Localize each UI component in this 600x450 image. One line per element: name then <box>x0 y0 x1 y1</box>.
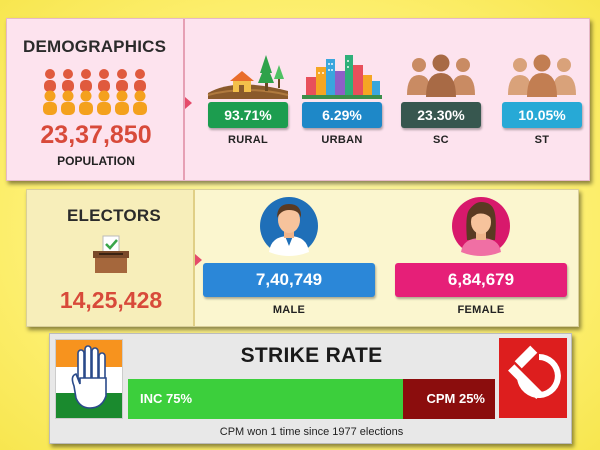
crowd-icon <box>43 69 147 115</box>
inc-share-segment: INC 75% <box>128 379 403 419</box>
pointer-arrow-icon <box>185 97 192 109</box>
strike-rate-panel: STRIKE RATE INC 75% CPM 25% CPM won 1 ti… <box>49 333 572 444</box>
urban-badge: 6.29% <box>302 102 382 128</box>
electors-panel: ELECTORS 14,25,428 7,40,749 MALE <box>26 189 579 327</box>
sc-badge: 23.30% <box>401 102 481 128</box>
hand-symbol-icon <box>56 340 122 418</box>
strike-rate-title: STRIKE RATE <box>240 344 383 367</box>
urban-label: URBAN <box>321 134 363 146</box>
male-avatar-icon <box>260 197 318 256</box>
female-electors: 6,84,679 FEMALE <box>395 196 567 316</box>
demographics-panel: DEMOGRAPHICS 23,37,850 POPULATION <box>6 18 590 181</box>
st-label: ST <box>534 134 550 146</box>
people-group-icon <box>508 54 576 97</box>
people-group-icon <box>407 54 475 97</box>
cpm-share-segment: CPM 25% <box>403 379 495 419</box>
strike-rate-note: CPM won 1 time since 1977 elections <box>219 426 404 438</box>
male-label: MALE <box>272 304 306 316</box>
rural-badge: 93.71% <box>208 102 288 128</box>
male-value: 7,40,749 <box>203 263 375 297</box>
stat-st: 10.05% ST <box>492 51 592 146</box>
electors-title: ELECTORS <box>67 206 161 225</box>
male-electors: 7,40,749 MALE <box>203 196 375 316</box>
stat-urban: 6.29% URBAN <box>292 51 392 146</box>
sc-label: SC <box>433 134 449 146</box>
rural-label: RURAL <box>228 134 268 146</box>
population-value: 23,37,850 <box>40 121 152 149</box>
female-label: FEMALE <box>457 304 505 316</box>
female-avatar-icon <box>452 197 510 256</box>
population-section: DEMOGRAPHICS 23,37,850 POPULATION <box>7 19 185 180</box>
city-skyline-icon <box>302 55 382 99</box>
female-value: 6,84,679 <box>395 263 567 297</box>
st-badge: 10.05% <box>502 102 582 128</box>
ballot-box-icon <box>93 235 129 273</box>
stat-rural: 93.71% RURAL <box>198 51 298 146</box>
demographics-title: DEMOGRAPHICS <box>23 37 167 56</box>
inc-logo <box>55 339 123 419</box>
population-label: POPULATION <box>57 154 135 168</box>
strike-rate-bar: INC 75% CPM 25% <box>128 379 495 419</box>
stat-sc: 23.30% SC <box>391 51 491 146</box>
cpm-logo <box>499 338 567 418</box>
electors-total-section: ELECTORS 14,25,428 <box>27 190 195 326</box>
rural-landscape-icon <box>207 55 289 99</box>
pointer-arrow-icon <box>195 254 202 266</box>
hammer-sickle-icon <box>508 345 561 399</box>
electors-total-value: 14,25,428 <box>59 287 163 313</box>
